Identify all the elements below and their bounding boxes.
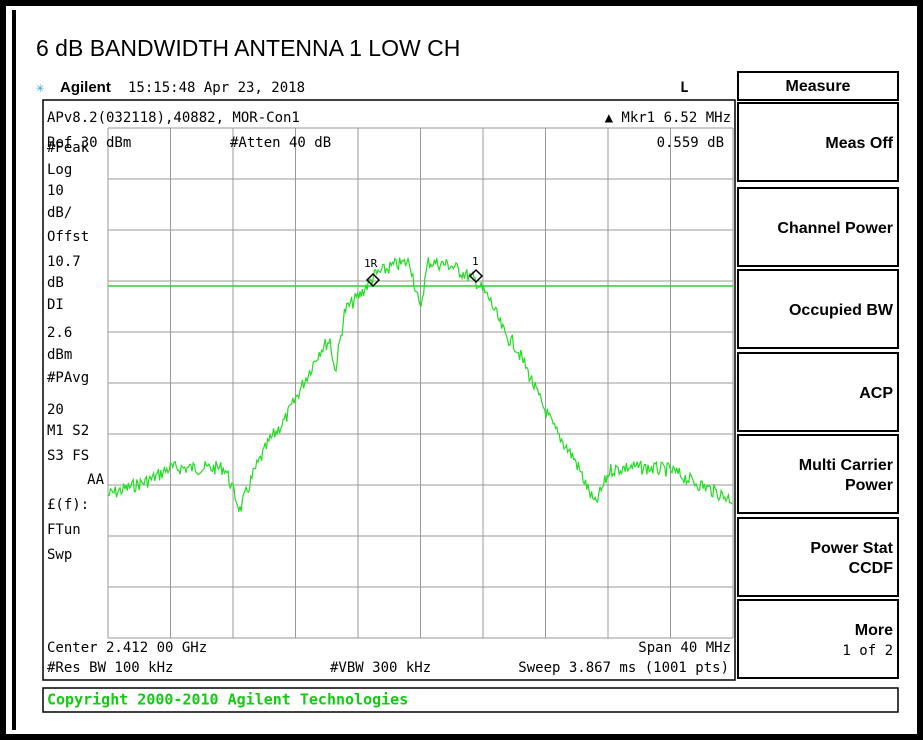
softkey-label: 1 of 2 [842,643,893,659]
softkey[interactable]: Occupied BW [737,269,899,349]
softkey-box [737,269,899,349]
softkey-label: Multi Carrier [799,457,893,474]
softkey-label: Channel Power [777,220,893,237]
annotation: #Atten 40 dB [230,135,331,151]
screen [42,99,736,681]
status-bar [42,687,899,713]
annotation: 10 [47,183,64,199]
annotation: Sweep 3.867 ms (1001 pts) [518,660,729,676]
menu-title-box [737,71,899,101]
brand: Agilent [60,79,111,96]
annotation: DI [47,297,64,313]
softkey-box [737,102,899,182]
annotation: 10.7 [47,254,81,270]
icon: ✳ [36,80,45,96]
trace [107,256,733,512]
annotation: £(f): [47,497,89,513]
annotation: FTun [47,522,81,538]
annotation: dB [47,275,64,291]
softkey[interactable]: More 1 of 2 [737,599,899,679]
softkey-box [737,599,899,679]
annotation: 2.6 [47,325,72,341]
softkey-label: Meas Off [825,135,893,152]
annotation: #VBW 300 kHz [330,660,431,676]
softkey-label: Power Stat [810,540,893,557]
annotation: ▲ Mkr1 6.52 MHz [605,110,731,126]
status: Copyright 2000-2010 Agilent Technologies [47,691,408,709]
annotation: dBm [47,347,72,363]
softkey-label: More [855,622,893,639]
softkey-box [737,187,899,267]
annotation: Span 40 MHz [638,640,731,656]
annotation: Log [47,162,72,178]
annotation: #PAvg [47,370,89,386]
marker-ref [365,272,381,288]
softkey[interactable]: Channel Power [737,187,899,267]
annotation: Center 2.412 00 GHz [47,640,207,656]
softkey-label: ACP [859,385,893,402]
mode: L [680,80,688,96]
softkey-box [737,352,899,432]
graticule [107,127,734,639]
annotation: 0.559 dB [657,135,724,151]
annotation: S3 FS [47,448,89,464]
softkey[interactable]: Meas Off [737,102,899,182]
softkey-label: CCDF [849,560,894,577]
annotation: Ref 30 dBm [47,135,131,151]
annotation: Swp [47,547,72,563]
softkey-label: Occupied BW [789,302,894,319]
marker-label: 1 [472,255,479,268]
annotation: Offst [47,229,89,245]
softkey-box [737,517,899,597]
annotation: #Res BW 100 kHz [47,660,173,676]
softkey[interactable]: Multi Carrier Power [737,434,899,514]
annotation: APv8.2(032118),40882, MOR-Con1 [47,110,300,126]
annotation: #Peak [47,140,90,156]
annotation: M1 S2 [47,423,89,439]
title: 6 dB BANDWIDTH ANTENNA 1 LOW CH [36,35,460,61]
annotation: 20 [47,402,64,418]
softkey[interactable]: ACP [737,352,899,432]
annotation: AA [87,472,104,488]
softkey[interactable]: Power Stat CCDF [737,517,899,597]
marker [468,268,484,284]
marker-label: 1R [364,257,378,270]
menu-title: Measure [786,78,851,95]
datetime: 15:15:48 Apr 23, 2018 [128,80,305,96]
annotation: dB/ [47,205,72,221]
softkey-label: Power [845,477,893,494]
softkey-box [737,434,899,514]
